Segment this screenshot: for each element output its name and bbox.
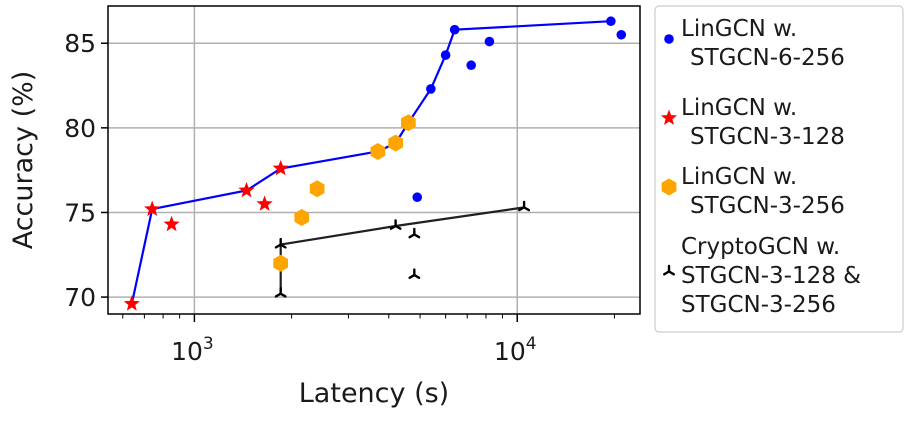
data-point-series-1 <box>616 29 627 40</box>
data-point-series-4 <box>408 268 421 279</box>
grid-lines <box>108 6 640 314</box>
legend-marker-3 <box>661 178 677 196</box>
data-point-series-4 <box>408 227 421 239</box>
data-point-series-3 <box>388 134 403 152</box>
data-point-series-2 <box>123 295 140 311</box>
x-tick-label: 103 <box>171 334 214 366</box>
legend-label-1: LinGCN w. <box>681 16 797 42</box>
x-axis-title: Latency (s) <box>299 378 449 409</box>
y-tick-label: 85 <box>64 29 96 58</box>
data-point-series-2 <box>238 182 255 198</box>
data-point-series-4 <box>518 200 531 212</box>
data-point-series-3 <box>401 114 416 132</box>
axis-ticks: 70 75 80 85 103 104 <box>64 29 615 366</box>
data-point-series-2 <box>144 200 161 216</box>
data-point-series-1 <box>440 50 451 60</box>
data-point-series-4 <box>274 237 287 249</box>
legend-frame <box>654 5 904 333</box>
legend-marker-1 <box>664 34 674 44</box>
data-point-series-3 <box>294 209 310 226</box>
legend-label-2: LinGCN w. <box>681 95 797 121</box>
y-tick-label: 80 <box>64 114 96 143</box>
data-point-series-1 <box>606 16 616 27</box>
data-point-series-1 <box>449 24 460 35</box>
data-points <box>123 16 627 311</box>
data-point-series-1 <box>426 84 436 94</box>
y-axis-title: Accuracy (%) <box>8 71 39 250</box>
y-tick-label: 75 <box>64 198 96 227</box>
legend-label-4: STGCN-3-128 & <box>681 263 861 289</box>
data-point-series-2 <box>272 160 289 176</box>
plot-frame <box>107 5 641 315</box>
legend-label-4: STGCN-3-256 <box>681 292 836 318</box>
data-point-series-4 <box>274 287 287 298</box>
legend: LinGCN w. STGCN-6-256 LinGCN w. STGCN-3-128… <box>654 5 904 333</box>
data-point-series-3 <box>309 180 325 198</box>
legend-label-3: LinGCN w. <box>681 164 797 190</box>
legend-marker-2 <box>660 109 678 125</box>
legend-label-1: STGCN-6-256 <box>690 45 845 71</box>
y-tick-label: 70 <box>64 283 96 312</box>
data-point-series-4 <box>389 219 402 230</box>
legend-label-4: CryptoGCN w. <box>681 234 840 260</box>
data-point-series-2 <box>256 195 273 211</box>
data-point-series-1 <box>466 60 476 71</box>
data-point-series-2 <box>163 215 180 232</box>
data-point-series-1 <box>412 192 423 203</box>
x-tick-label: 104 <box>494 334 537 366</box>
data-point-series-3 <box>273 254 288 272</box>
legend-label-3: STGCN-3-256 <box>690 193 845 219</box>
data-point-series-3 <box>370 143 386 160</box>
data-point-series-1 <box>484 36 495 47</box>
legend-label-2: STGCN-3-128 <box>690 124 845 150</box>
legend-marker-4 <box>663 264 675 276</box>
